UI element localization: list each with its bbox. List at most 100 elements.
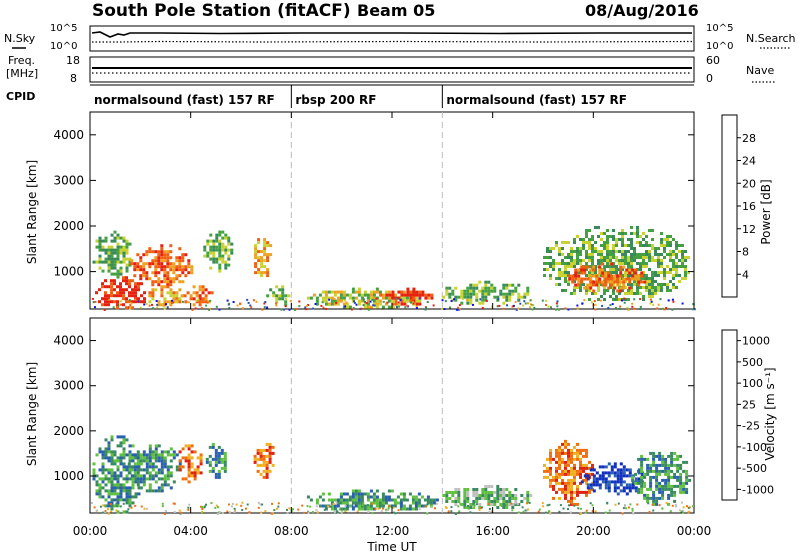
echo-cell (104, 300, 107, 304)
echo-speckle (197, 298, 200, 301)
nsearch-trace (92, 40, 693, 43)
echo-cell (113, 492, 117, 496)
echo-cell (618, 238, 621, 241)
echo-cell (496, 295, 500, 299)
echo-cell (133, 468, 137, 472)
echo-cell (481, 491, 485, 494)
echo-cell (119, 248, 123, 252)
echo-cell (643, 280, 647, 284)
echo-cell (339, 492, 343, 496)
echo-cell (98, 248, 102, 252)
echo-speckle (688, 506, 691, 509)
echo-cell (561, 448, 564, 452)
echo-cell (592, 280, 596, 284)
echo-cell (154, 474, 158, 478)
echo-cell (631, 483, 635, 487)
echo-cell (113, 477, 117, 481)
echo-speckle (257, 506, 260, 509)
echo-cell (125, 282, 128, 286)
echo-cell (610, 471, 614, 475)
echo-cell (586, 286, 590, 290)
echo-cell (478, 280, 482, 284)
echo-cell (661, 460, 665, 464)
echo-speckle (374, 508, 377, 510)
echo-cell (133, 265, 137, 269)
echo-cell (369, 305, 373, 309)
echo-speckle (537, 510, 540, 513)
echo-speckle (532, 304, 535, 307)
echo-cell (591, 256, 594, 259)
echo-cell (651, 271, 654, 274)
echo-cell (630, 247, 633, 250)
echo-cell (580, 265, 584, 269)
echo-cell (101, 450, 105, 454)
echo-speckle (134, 298, 137, 301)
echo-speckle (350, 308, 353, 311)
echo-cell (104, 248, 108, 252)
echo-cell (190, 444, 194, 448)
x-tick-label: 20:00 (576, 524, 611, 538)
echo-cell (576, 253, 579, 256)
echo-speckle (340, 512, 343, 515)
echo-cell (660, 244, 663, 247)
echo-speckle (627, 308, 630, 311)
echo-cell (678, 244, 681, 247)
echo-cell (543, 463, 546, 467)
echo-cell (163, 297, 167, 301)
echo-cell (172, 450, 176, 454)
echo-cell (169, 288, 173, 292)
echo-cell (670, 451, 674, 455)
echo-speckle (218, 511, 221, 514)
echo-speckle (457, 505, 460, 508)
echo-cell (633, 280, 636, 283)
echo-cell (125, 251, 129, 255)
echo-speckle (665, 502, 668, 505)
echo-cell (148, 247, 152, 251)
echo-cell (645, 241, 648, 244)
echo-speckle (337, 511, 339, 514)
echo-cell (558, 457, 561, 461)
echo-speckle (585, 509, 588, 512)
echo-speckle (188, 503, 191, 506)
echo-speckle (119, 300, 122, 303)
echo-cell (95, 480, 99, 484)
echo-cell (154, 480, 158, 484)
echo-cell (469, 301, 473, 305)
echo-cell (172, 262, 176, 266)
echo-cell (125, 486, 129, 490)
echo-cell (278, 288, 282, 292)
echo-speckle (541, 502, 544, 505)
colorbar-frame (721, 329, 738, 501)
echo-cell (116, 510, 120, 514)
echo-cell (661, 454, 665, 458)
echo-cell (634, 489, 638, 493)
echo-cell (166, 280, 170, 284)
echo-cell (131, 306, 134, 310)
echo-cell (151, 291, 155, 295)
echo-cell (224, 245, 228, 249)
echo-cell (116, 300, 119, 304)
echo-cell (606, 262, 609, 265)
echo-speckle (498, 304, 501, 307)
echo-cell (549, 274, 552, 277)
echo-cell (98, 245, 102, 249)
echo-cell (558, 283, 561, 286)
echo-cell (487, 497, 491, 500)
echo-speckle (487, 502, 490, 505)
echo-cell (648, 280, 651, 283)
echo-cell (627, 262, 630, 265)
echo-cell (178, 274, 182, 278)
echo-cell (330, 501, 334, 505)
echo-cell (669, 253, 672, 256)
echo-speckle (511, 305, 514, 308)
echo-cell (113, 279, 116, 283)
echo-cell (128, 260, 132, 264)
echo-cell (128, 257, 132, 261)
colorbar-tick-label: -1000 (742, 483, 774, 496)
echo-speckle (415, 305, 418, 308)
echo-cell (136, 474, 140, 478)
echo-speckle (143, 507, 146, 510)
echo-cell (579, 469, 582, 473)
noise-strip-frame (89, 25, 695, 52)
echo-cell (675, 244, 678, 247)
